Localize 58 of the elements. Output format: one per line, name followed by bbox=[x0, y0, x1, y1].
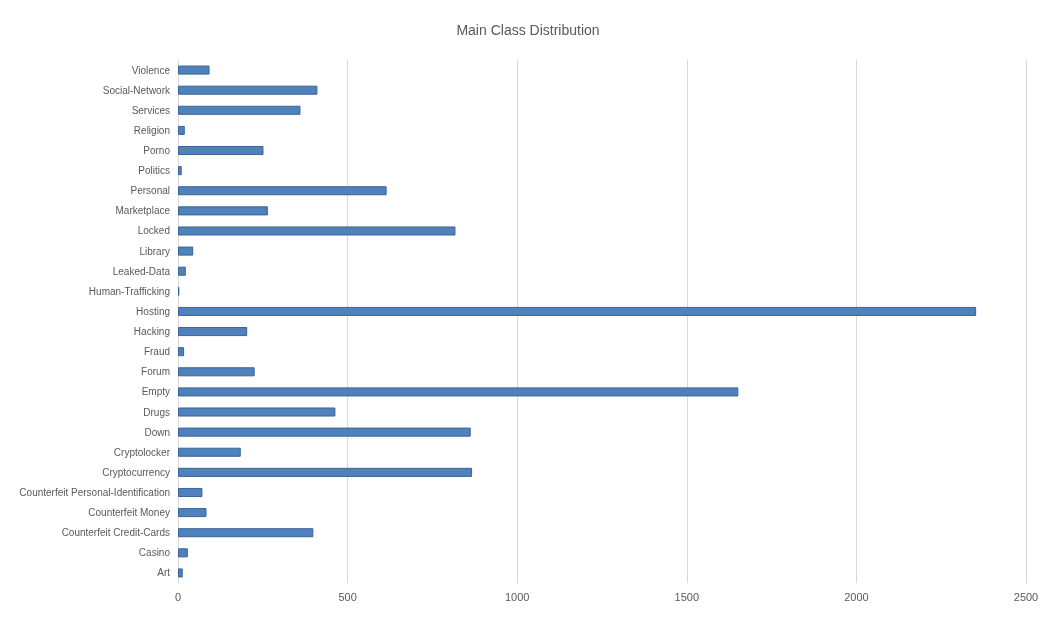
y-tick-label: Library bbox=[139, 245, 170, 257]
x-tick-label: 500 bbox=[338, 590, 357, 603]
bar bbox=[178, 105, 301, 115]
y-tick-label: Art bbox=[157, 567, 171, 579]
bar bbox=[178, 367, 255, 377]
bar bbox=[178, 347, 185, 357]
bar bbox=[178, 447, 241, 457]
bar bbox=[178, 548, 188, 558]
bar bbox=[178, 508, 207, 518]
y-tick-label: Human-Trafficking bbox=[88, 285, 170, 297]
y-tick-label: Violence bbox=[131, 64, 171, 76]
bar bbox=[178, 528, 314, 538]
y-tick-label: Down bbox=[144, 426, 170, 438]
y-tick-label: Casino bbox=[138, 547, 171, 559]
y-tick-label: Drugs bbox=[143, 406, 170, 418]
bar bbox=[178, 487, 203, 498]
y-tick-label: Counterfeit Credit-Cards bbox=[61, 527, 170, 539]
bar bbox=[178, 306, 977, 316]
x-tick-label: 1000 bbox=[504, 590, 530, 603]
bar bbox=[178, 387, 739, 397]
y-tick-label: Politics bbox=[138, 165, 170, 177]
bar bbox=[178, 327, 248, 337]
y-tick-label: Cryptolocker bbox=[113, 446, 171, 458]
x-tick-label: 1500 bbox=[674, 590, 700, 603]
y-tick-label: Counterfeit Personal-Identification bbox=[19, 486, 170, 498]
y-tick-label: Forum bbox=[141, 366, 170, 378]
bar bbox=[178, 226, 456, 236]
y-tick-label: Cryptocurrency bbox=[102, 466, 170, 478]
bar bbox=[178, 125, 185, 135]
y-tick-label: Fraud bbox=[143, 346, 170, 358]
y-tick-label: Personal bbox=[130, 185, 170, 197]
chart-title: Main Class Distribution bbox=[456, 22, 600, 38]
bar bbox=[178, 65, 210, 75]
y-tick-label: Services bbox=[131, 104, 170, 116]
y-tick-label: Porno bbox=[143, 145, 171, 157]
bar bbox=[178, 186, 387, 196]
bar bbox=[178, 206, 268, 216]
y-tick-label: Hacking bbox=[133, 326, 170, 338]
x-tick-label: 0 bbox=[174, 590, 182, 603]
y-tick-label: Religion bbox=[133, 124, 170, 136]
y-tick-label: Hosting bbox=[136, 305, 170, 317]
y-tick-label: Leaked-Data bbox=[112, 265, 171, 277]
bar bbox=[178, 166, 182, 176]
bar bbox=[178, 427, 471, 437]
x-tick-label: 2500 bbox=[1013, 590, 1039, 603]
y-tick-label: Social-Network bbox=[102, 84, 171, 96]
y-tick-label: Counterfeit Money bbox=[88, 507, 170, 519]
bar bbox=[178, 145, 264, 156]
bar bbox=[178, 467, 473, 477]
bar bbox=[178, 85, 318, 95]
y-tick-label: Marketplace bbox=[115, 205, 171, 217]
y-tick-label: Locked bbox=[137, 225, 170, 237]
bar bbox=[178, 407, 336, 417]
bar bbox=[178, 246, 194, 256]
y-tick-label: Empty bbox=[141, 386, 170, 398]
bar bbox=[178, 568, 183, 578]
x-tick-label: 2000 bbox=[844, 590, 869, 603]
bar bbox=[178, 266, 186, 276]
